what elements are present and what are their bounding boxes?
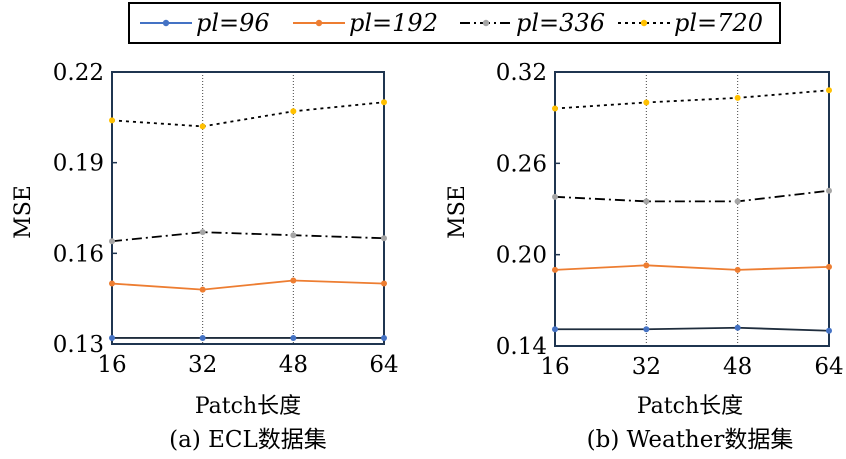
data-point [109,117,115,124]
data-point [552,193,558,200]
data-point [109,238,115,245]
x-tick-label: 16 [97,352,126,378]
data-point [643,198,650,205]
data-point [381,99,387,106]
x-tick-label: 48 [279,352,308,378]
data-point [199,334,206,341]
data-point [199,123,206,130]
legend-item-1: pl=192 [293,9,438,37]
data-point [290,232,297,239]
data-point [826,187,832,194]
series-line-1 [111,279,385,291]
y-tick-label: 0.16 [53,241,104,267]
x-tick-label: 64 [369,352,398,378]
plot-frame [111,71,385,345]
series-line-1 [554,264,830,271]
data-point [109,280,115,287]
legend-item-0: pl=96 [140,9,270,37]
data-point [290,334,297,341]
y-tick-label: 0.14 [496,334,547,360]
legend-label-1: pl=192 [349,9,438,37]
legend-item-2: pl=336 [460,9,605,37]
data-point [290,277,297,284]
plot-frame [554,71,830,347]
data-point [381,280,387,287]
y-tick-label: 0.26 [496,151,547,177]
data-point [826,87,832,94]
data-point [734,324,741,331]
legend-marker-2 [482,19,490,27]
series-line-2 [111,231,385,243]
chart-panel-weather: 0.14 0.20 0.26 0.32 16 32 48 64 [496,60,844,380]
x-tick-label: 32 [632,354,661,380]
data-point [381,334,387,341]
legend-marker-3 [640,19,648,27]
y-tick-label: 0.19 [53,151,104,177]
series-line-3 [111,101,385,128]
data-point [734,198,741,205]
data-point [643,262,650,269]
x-axis-label-ecl: Patch长度 [195,394,301,419]
x-axis-label-weather: Patch长度 [637,394,743,419]
data-point [552,326,558,333]
series-line-3 [554,89,830,110]
y-tick-label: 0.20 [496,243,547,269]
data-point [552,266,558,273]
caption-weather: (b) Weather数据集 [587,427,794,453]
x-tick-label: 32 [188,352,217,378]
data-point [381,235,387,242]
x-tick-label: 16 [540,354,569,380]
data-point [199,286,206,293]
data-point [734,94,741,101]
data-point [643,326,650,333]
data-point [734,266,741,273]
data-point [826,327,832,334]
legend-label-3: pl=720 [674,9,763,37]
y-tick-label: 0.13 [53,332,104,358]
caption-ecl: (a) ECL数据集 [169,427,327,453]
legend-label-0: pl=96 [196,9,270,37]
data-point [643,99,650,106]
data-point [199,229,206,236]
y-axis-label-weather: MSE [445,185,470,239]
series-line-0 [555,326,830,332]
data-point [552,105,558,112]
legend-marker-0 [162,19,170,27]
y-tick-label: 0.22 [53,60,104,86]
chart-panel-ecl: 0.13 0.16 0.19 0.22 16 32 48 64 [53,60,399,378]
data-point [290,108,297,115]
x-tick-label: 48 [723,354,752,380]
legend: pl=96 pl=192 pl=336 pl=720 [128,2,781,44]
legend-item-3: pl=720 [618,9,763,37]
data-point [109,334,115,341]
legend-label-2: pl=336 [516,9,605,37]
series-line-2 [554,189,830,203]
y-tick-label: 0.32 [496,60,547,86]
y-axis-label-ecl: MSE [11,185,36,239]
legend-marker-1 [315,19,323,27]
legend-frame [128,2,781,44]
x-tick-label: 64 [814,354,843,380]
data-point [826,263,832,270]
